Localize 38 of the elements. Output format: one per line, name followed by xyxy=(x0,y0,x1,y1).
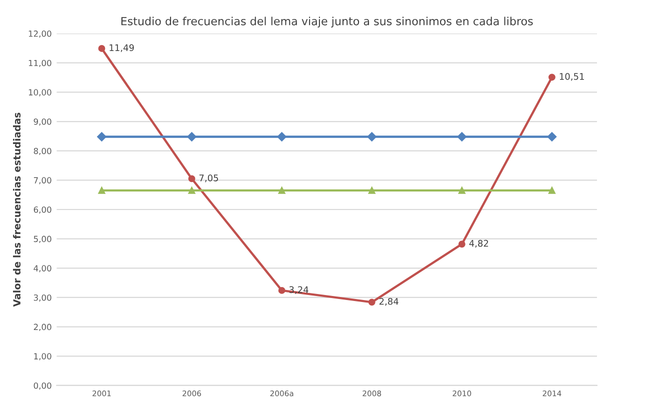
point xyxy=(97,132,106,142)
y-tick-label: 0,00 xyxy=(34,382,52,390)
point xyxy=(367,132,376,142)
point xyxy=(548,186,556,194)
data-label: 7,05 xyxy=(199,174,218,182)
point xyxy=(458,240,466,248)
data-label: 11,49 xyxy=(110,44,134,52)
y-tick-label: 2,00 xyxy=(34,324,52,331)
y-tick-label: 12,00 xyxy=(28,30,52,38)
y-tick-label: 7,00 xyxy=(34,177,52,184)
y-tick-label: 10,00 xyxy=(28,89,52,96)
point xyxy=(457,132,467,142)
point xyxy=(278,286,286,294)
y-tick-label: 11,00 xyxy=(28,60,52,67)
point xyxy=(98,45,106,52)
point xyxy=(368,298,376,306)
point xyxy=(98,186,106,194)
point xyxy=(278,186,286,194)
chart-title: Estudio de frecuencias del lema viaje junto a sus sinonimos en cada libros xyxy=(121,16,533,28)
y-tick-label: 1,00 xyxy=(34,353,52,360)
point xyxy=(547,132,557,142)
point xyxy=(277,132,286,142)
y-tick-label: 9,00 xyxy=(34,118,52,126)
data-label: 2,84 xyxy=(379,298,398,306)
data-label: 4,82 xyxy=(469,240,488,248)
y-tick-label: 8,00 xyxy=(34,148,52,155)
y-tick-label: 4,00 xyxy=(34,265,52,272)
point xyxy=(188,175,196,182)
point xyxy=(187,132,196,142)
y-axis-title: Valor de las frecuencias estudiadas xyxy=(13,112,21,307)
point xyxy=(458,186,466,194)
y-tick-label: 6,00 xyxy=(34,206,52,214)
point xyxy=(188,186,196,194)
data-label: 10,51 xyxy=(560,73,584,81)
point xyxy=(368,186,376,194)
y-tick-label: 3,00 xyxy=(34,294,52,302)
point xyxy=(548,74,556,81)
y-tick-label: 5,00 xyxy=(34,236,52,243)
